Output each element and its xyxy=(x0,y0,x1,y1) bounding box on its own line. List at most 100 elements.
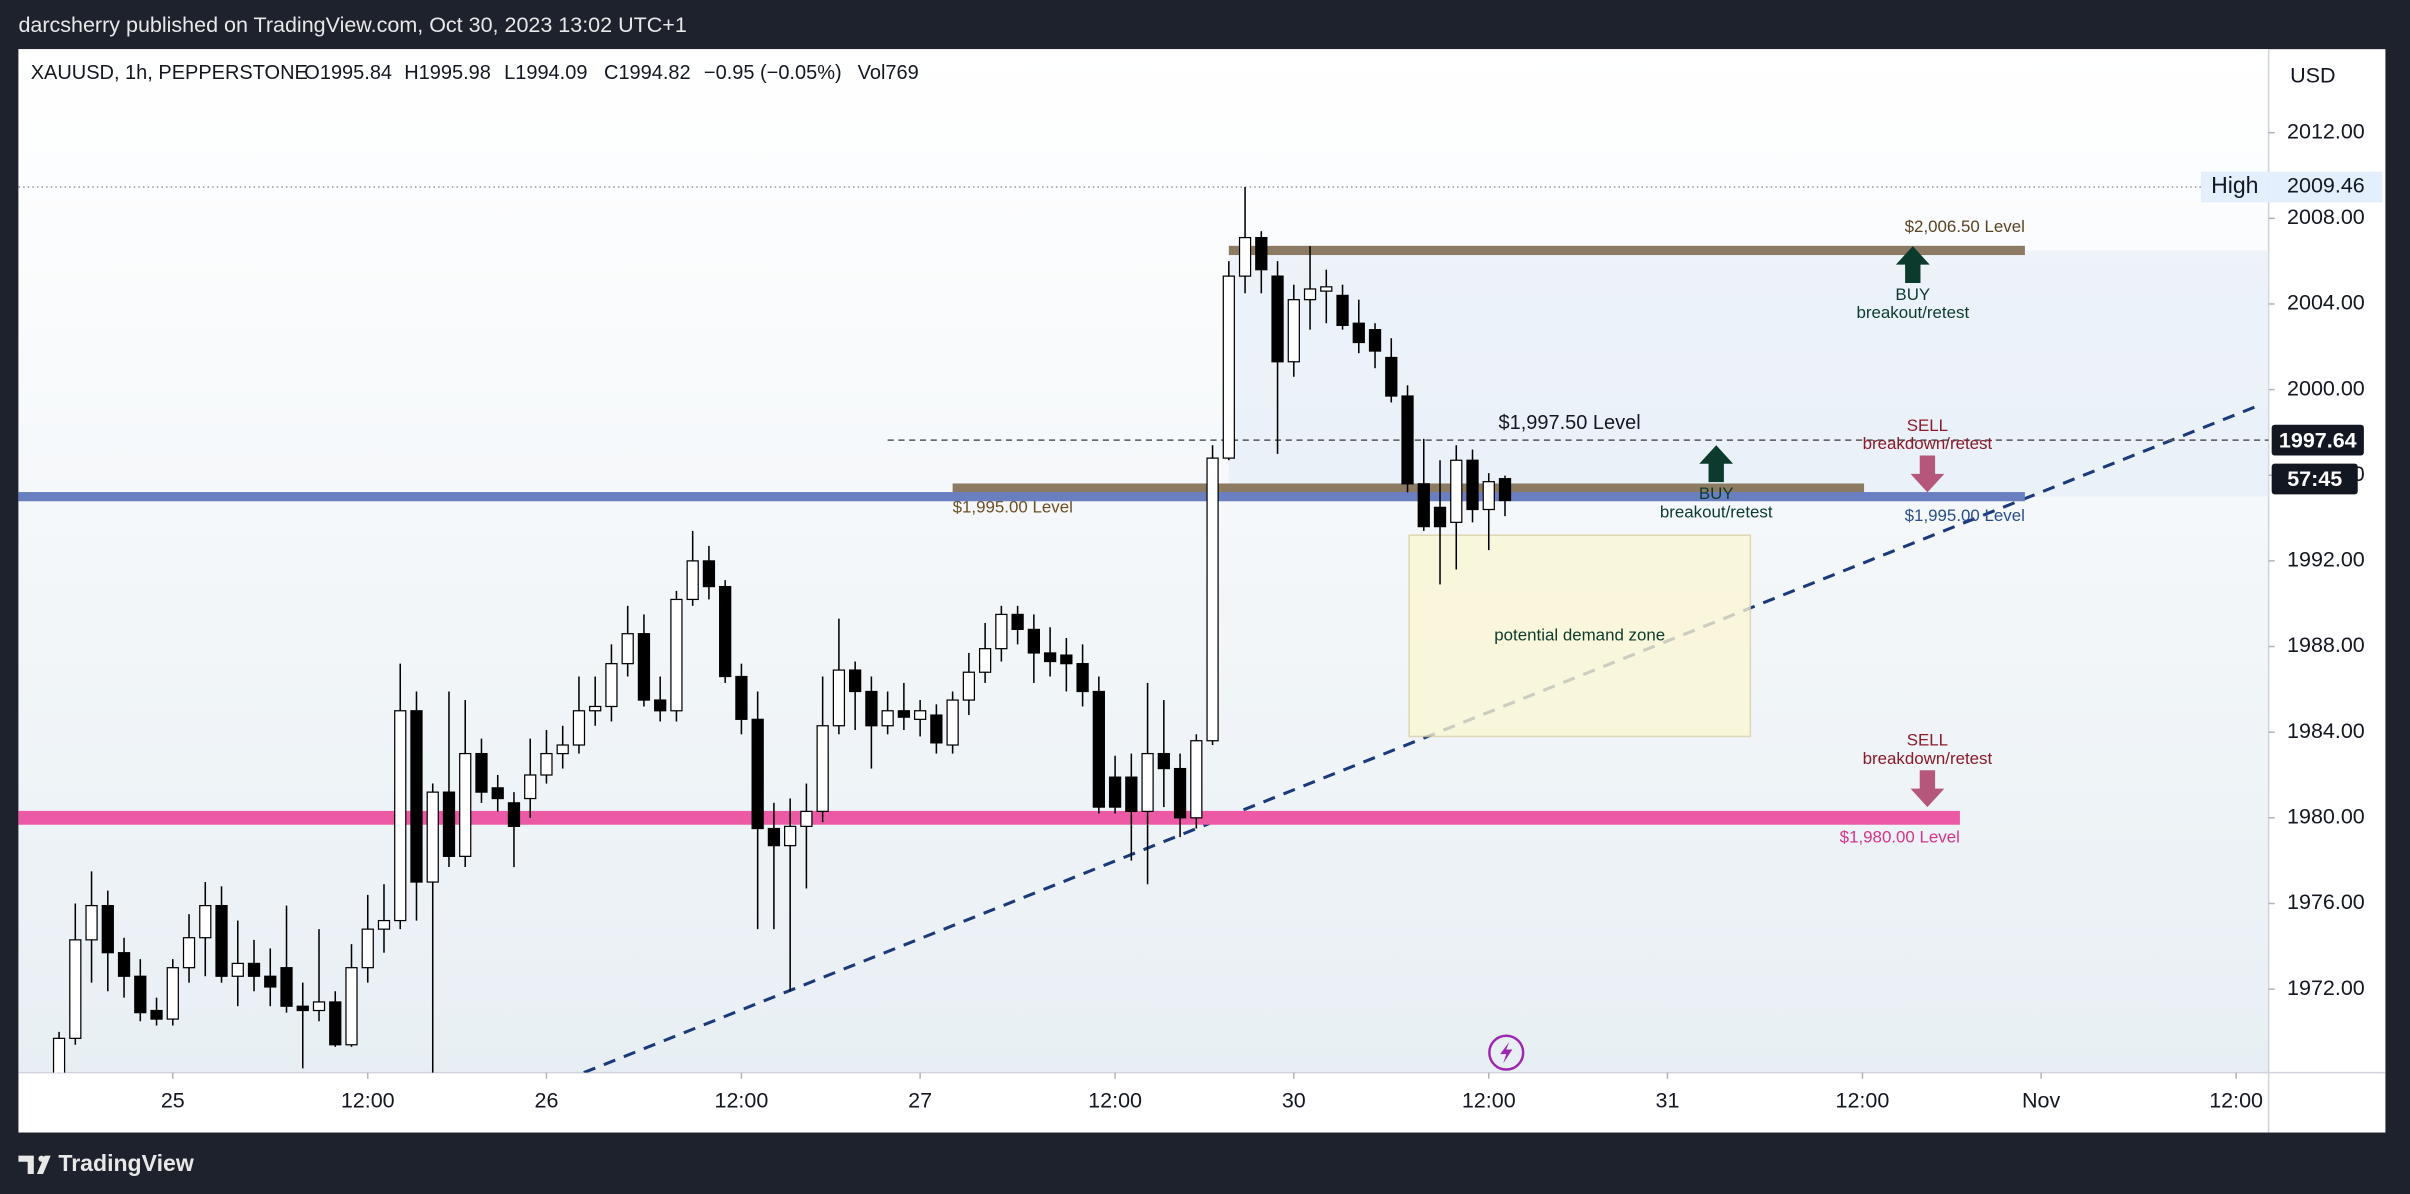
signal-label: SELL xyxy=(1907,416,1948,435)
candle-body xyxy=(1125,776,1138,813)
candle-body xyxy=(1076,663,1089,693)
candle-body xyxy=(1401,395,1414,485)
candle-body xyxy=(686,560,699,601)
level-band xyxy=(1228,245,2025,256)
legend-change: −0.95 (−0.05%) xyxy=(704,62,842,84)
currency: USD xyxy=(2290,64,2335,88)
candle-body xyxy=(345,967,358,1046)
high-value: 2009.46 xyxy=(2287,174,2365,198)
x-tick-label: 27 xyxy=(908,1088,932,1112)
candle-body xyxy=(182,937,196,969)
y-tick-label: 2004.00 xyxy=(2287,291,2365,315)
candle-body xyxy=(507,802,521,827)
legend-open: O1995.84 xyxy=(304,62,392,84)
y-tick-label: 2012.00 xyxy=(2287,119,2365,143)
legend-low: L1994.09 xyxy=(504,62,587,84)
candle-body xyxy=(995,613,1008,650)
high-value-bg xyxy=(2268,171,2383,203)
candle-body xyxy=(377,919,391,930)
legend-symbol: XAUUSD, 1h, PEPPERSTONE xyxy=(31,62,308,84)
candle-body xyxy=(524,774,537,800)
candle-body xyxy=(215,904,228,977)
signal-label: SELL xyxy=(1907,731,1948,750)
candle-body xyxy=(1060,654,1073,665)
candle-body xyxy=(719,585,732,678)
candle-body xyxy=(52,1037,66,1073)
candle-body xyxy=(1011,613,1024,631)
x-tick-label: 25 xyxy=(161,1088,185,1112)
candle-body xyxy=(1141,752,1154,813)
annotation: $1,997.50 Level xyxy=(1499,412,1641,434)
candle-body xyxy=(1190,740,1203,819)
x-tick-label: 12:00 xyxy=(715,1088,769,1112)
candle-body xyxy=(296,1005,309,1012)
candle-body xyxy=(702,560,716,588)
candle-body xyxy=(1173,767,1187,819)
candle-body xyxy=(199,904,212,939)
demand-zone xyxy=(1408,534,1752,738)
signal-label: BUY xyxy=(1699,484,1734,503)
x-tick-label: 12:00 xyxy=(341,1088,395,1112)
signal-arrow xyxy=(1910,455,1945,493)
candle-body xyxy=(475,752,488,793)
y-tick-label: 2000.00 xyxy=(2287,376,2365,400)
signal-sub: breakout/retest xyxy=(1660,502,1773,521)
candle-body xyxy=(897,710,911,718)
candle-body xyxy=(865,690,878,727)
candle-body xyxy=(637,633,651,701)
y-tick-label: 1988.00 xyxy=(2287,633,2365,657)
price-tag xyxy=(2271,424,2364,456)
candle-body xyxy=(881,710,894,727)
publish-info: darcsherry published on TradingView.com,… xyxy=(18,13,686,37)
x-tick-label: 12:00 xyxy=(2209,1088,2263,1112)
y-tick-label: 1984.00 xyxy=(2287,719,2365,743)
candle-body xyxy=(280,967,293,1007)
candle-body xyxy=(1238,236,1252,277)
candle-body xyxy=(1385,356,1398,397)
candle-body xyxy=(1027,628,1040,654)
candle-body xyxy=(1417,483,1430,528)
candle-body xyxy=(166,967,179,1020)
x-tick-label: 30 xyxy=(1282,1088,1306,1112)
candle-body xyxy=(751,718,764,830)
candle-body xyxy=(1450,459,1463,523)
candle-body xyxy=(621,633,634,665)
x-tick-label: 31 xyxy=(1656,1088,1680,1112)
candle-body xyxy=(1368,329,1382,352)
tradingview-logo xyxy=(18,1155,51,1175)
candle-body xyxy=(767,827,781,847)
candle-body xyxy=(134,975,147,1014)
y-tick-label: 1992.00 xyxy=(2287,548,2365,572)
candle-body xyxy=(426,791,439,883)
candle-body xyxy=(589,705,602,712)
candle-body xyxy=(946,699,959,746)
candle-body xyxy=(459,752,472,857)
candle-body xyxy=(1157,752,1170,770)
signal-sub: breakdown/retest xyxy=(1863,434,1993,453)
candle-body xyxy=(1482,481,1495,511)
legend-high: H1995.98 xyxy=(404,62,491,84)
zone-label: potential demand zone xyxy=(1494,625,1665,644)
candle-body xyxy=(1092,690,1105,808)
candle-body xyxy=(101,904,114,954)
candle-body xyxy=(913,710,927,720)
candle-body xyxy=(670,598,683,712)
candle-body xyxy=(69,939,82,1039)
countdown-bg xyxy=(2271,463,2358,495)
x-tick-label: Nov xyxy=(2022,1088,2060,1112)
candle-body xyxy=(1320,286,1333,292)
signal-arrow xyxy=(1910,770,1945,808)
candle-body xyxy=(1222,275,1235,459)
candle-body xyxy=(150,1009,163,1020)
high-tag: High xyxy=(2211,172,2258,198)
candle-body xyxy=(832,669,846,727)
candle-body xyxy=(117,952,131,977)
candle-body xyxy=(540,752,553,776)
x-tick-label: 26 xyxy=(534,1088,558,1112)
level-label: $2,006.50 Level xyxy=(1905,217,2025,236)
plot: potential demand zone $2,006.50 Level $1,9… xyxy=(18,186,2269,1073)
candle-body xyxy=(654,699,667,712)
signal-arrow xyxy=(1699,445,1734,483)
level-label: $1,995.00 Level xyxy=(1905,506,2025,525)
